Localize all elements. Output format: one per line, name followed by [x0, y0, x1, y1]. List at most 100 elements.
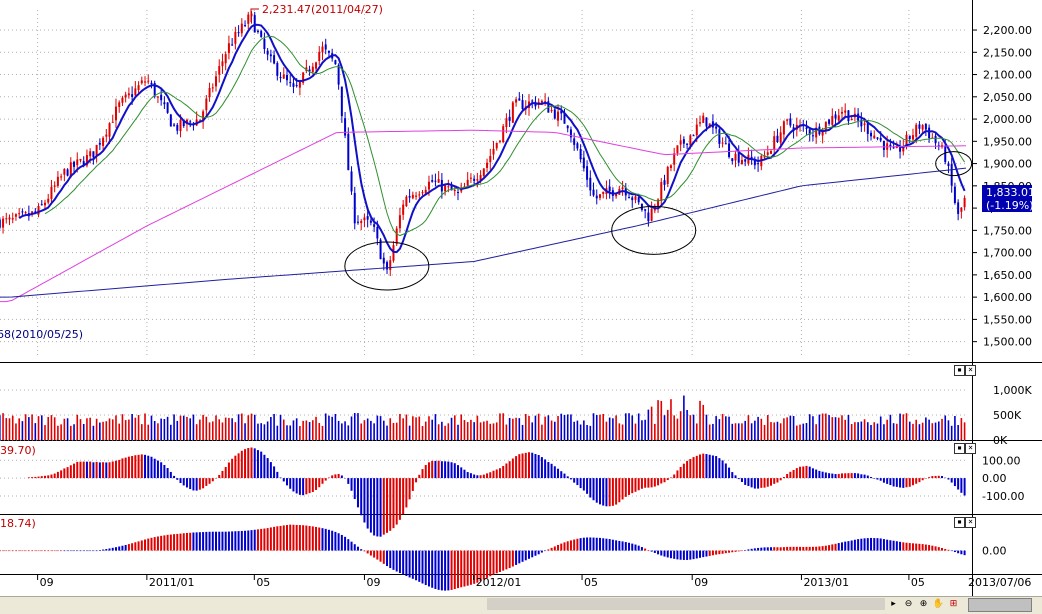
macd-bar: [480, 475, 482, 478]
macd-bar: [835, 474, 837, 478]
volume-bar: [264, 424, 266, 440]
volume-bar: [380, 416, 382, 440]
volume-bar: [741, 423, 743, 440]
macd-bar: [238, 453, 240, 478]
oscillator-bar: [41, 551, 43, 552]
chart-scrollbar[interactable]: [487, 598, 885, 610]
volume-bar: [802, 424, 804, 440]
macd-bar: [715, 456, 717, 478]
macd-bar: [747, 478, 749, 486]
macd-bar: [180, 478, 182, 483]
oscillator-bar: [218, 532, 220, 551]
chart-settings-icon[interactable]: ⊞: [947, 598, 960, 610]
oscillator-bar: [538, 551, 540, 555]
candle-body: [167, 102, 169, 112]
zoom-out-icon[interactable]: ⊖: [902, 598, 915, 610]
candle-body: [247, 15, 249, 24]
candle-body: [228, 43, 230, 53]
macd-bar: [451, 462, 453, 478]
volume-bar: [51, 415, 53, 440]
volume-bar: [235, 422, 237, 440]
candle-body: [622, 187, 624, 189]
oscillator-bar: [251, 530, 253, 550]
candle-body: [531, 101, 533, 102]
candle-body: [12, 218, 14, 219]
macd-bar: [918, 478, 920, 482]
macd-bar: [576, 478, 578, 485]
ma-120-line: [0, 130, 966, 301]
oscillator-bar: [744, 550, 746, 551]
macd-panel-minimize-button[interactable]: ▪: [954, 443, 965, 454]
macd-bar: [476, 475, 478, 478]
volume-bar: [477, 416, 479, 440]
zoom-in-icon[interactable]: ⊕: [917, 598, 930, 610]
volume-panel-minimize-button[interactable]: ▪: [954, 365, 965, 376]
macd-bar: [831, 474, 833, 479]
macd-bar: [170, 472, 172, 478]
volume-bar: [128, 420, 130, 440]
macd-bar: [463, 470, 465, 478]
price-panel: [0, 11, 972, 302]
macd-panel-close-button[interactable]: ×: [965, 443, 976, 454]
play-icon[interactable]: ▸: [887, 598, 900, 610]
macd-bar: [321, 478, 323, 484]
price-y-tick: 2,100.00: [983, 69, 1032, 82]
macd-bar: [860, 474, 862, 478]
oscillator-bar: [186, 533, 188, 551]
oscillator-bar: [747, 549, 749, 550]
candle-body: [121, 98, 123, 103]
volume-bar: [367, 419, 369, 440]
macd-bar: [299, 478, 301, 495]
candle-body: [493, 149, 495, 155]
oscillator-bar: [502, 551, 504, 571]
oscillator-bar: [644, 549, 646, 551]
oscillator-bar: [415, 551, 417, 581]
volume-bar: [176, 421, 178, 440]
macd-bar: [947, 478, 949, 479]
candle-body: [509, 117, 511, 121]
volume-bar: [222, 422, 224, 440]
volume-panel-close-button[interactable]: ×: [965, 365, 976, 376]
volume-bar: [215, 415, 217, 440]
oscillator-bar: [615, 540, 617, 550]
macd-bar: [312, 478, 314, 492]
oscillator-bar: [815, 547, 817, 551]
candle-body: [515, 99, 517, 102]
volume-bar: [167, 417, 169, 440]
macd-bar: [260, 452, 262, 478]
oscillator-bar: [880, 538, 882, 550]
zoom-slider[interactable]: [968, 598, 1032, 612]
macd-bar: [886, 478, 888, 484]
volume-bar: [228, 418, 230, 440]
oscillator-bar: [392, 551, 394, 570]
current-price-box: 1,833.01 (-1.19%): [982, 185, 1035, 212]
hand-icon[interactable]: ✋: [932, 598, 945, 610]
volume-bar: [212, 421, 214, 440]
oscillator-bar: [341, 535, 343, 551]
volume-bar: [241, 414, 243, 440]
macd-bar: [67, 467, 69, 478]
macd-bar: [793, 470, 795, 478]
x-tick-label: 05: [584, 576, 598, 589]
macd-bar: [618, 478, 620, 502]
oscillator-bar: [835, 544, 837, 551]
volume-bar: [141, 424, 143, 440]
volume-bar: [467, 422, 469, 440]
osc-panel-minimize-button[interactable]: ▪: [954, 517, 965, 528]
volume-bar: [431, 420, 433, 440]
volume-bar: [951, 426, 953, 440]
oscillator-bar: [722, 551, 724, 554]
oscillator-bar: [441, 551, 443, 591]
volume-bar: [189, 418, 191, 440]
volume-bar: [712, 424, 714, 440]
oscillator-bar: [25, 551, 27, 552]
osc-panel-close-button[interactable]: ×: [965, 517, 976, 528]
oscillator-bar: [654, 551, 656, 553]
macd-bar: [402, 478, 404, 514]
oscillator-bar: [786, 547, 788, 551]
oscillator-bar: [154, 537, 156, 550]
candle-body: [496, 143, 498, 148]
macd-bar: [105, 462, 107, 478]
volume-bar: [406, 415, 408, 440]
